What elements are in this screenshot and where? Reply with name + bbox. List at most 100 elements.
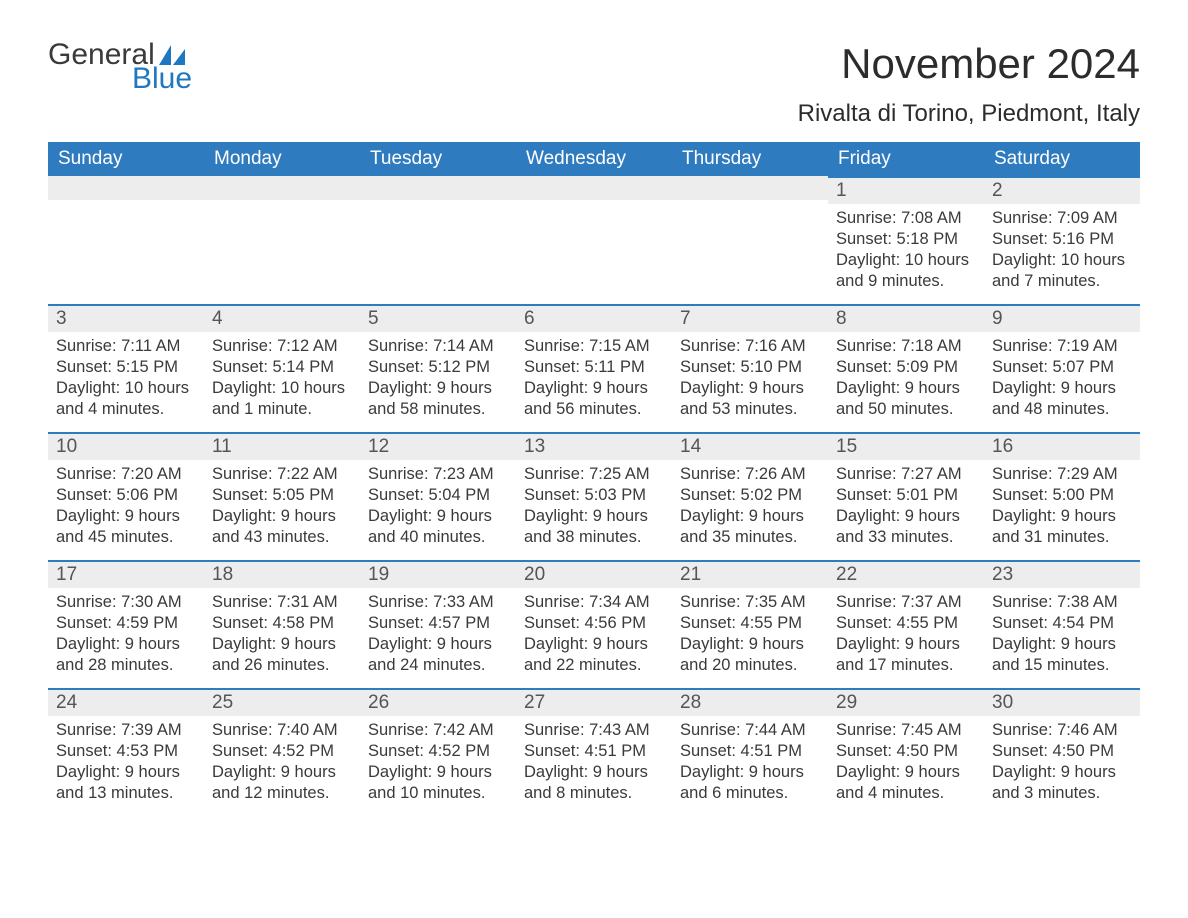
sunset-line: Sunset: 5:11 PM [524,357,664,378]
day-number: 5 [360,306,516,332]
day-number: 27 [516,690,672,716]
daylight-line: Daylight: 9 hours and 45 minutes. [56,506,196,548]
calendar-cell: 26Sunrise: 7:42 AMSunset: 4:52 PMDayligh… [360,688,516,816]
daylight-line: Daylight: 10 hours and 9 minutes. [836,250,976,292]
weekday-header: Tuesday [360,142,516,176]
weekday-header-row: SundayMondayTuesdayWednesdayThursdayFrid… [48,142,1140,176]
sunrise-line: Sunrise: 7:30 AM [56,592,196,613]
daylight-line: Daylight: 9 hours and 13 minutes. [56,762,196,804]
day-details: Sunrise: 7:39 AMSunset: 4:53 PMDaylight:… [48,716,204,814]
day-details: Sunrise: 7:14 AMSunset: 5:12 PMDaylight:… [360,332,516,430]
day-number: 26 [360,690,516,716]
calendar-cell: 18Sunrise: 7:31 AMSunset: 4:58 PMDayligh… [204,560,360,688]
day-details: Sunrise: 7:29 AMSunset: 5:00 PMDaylight:… [984,460,1140,558]
sunset-line: Sunset: 5:10 PM [680,357,820,378]
daylight-line: Daylight: 9 hours and 3 minutes. [992,762,1132,804]
day-details: Sunrise: 7:31 AMSunset: 4:58 PMDaylight:… [204,588,360,686]
calendar-cell [360,176,516,304]
sunset-line: Sunset: 4:55 PM [680,613,820,634]
day-number: 21 [672,562,828,588]
sunrise-line: Sunrise: 7:44 AM [680,720,820,741]
day-number: 25 [204,690,360,716]
daylight-line: Daylight: 9 hours and 22 minutes. [524,634,664,676]
calendar-cell: 19Sunrise: 7:33 AMSunset: 4:57 PMDayligh… [360,560,516,688]
calendar-cell: 5Sunrise: 7:14 AMSunset: 5:12 PMDaylight… [360,304,516,432]
sunset-line: Sunset: 5:00 PM [992,485,1132,506]
weekday-header: Friday [828,142,984,176]
daylight-line: Daylight: 10 hours and 1 minute. [212,378,352,420]
weekday-header: Saturday [984,142,1140,176]
day-number: 12 [360,434,516,460]
daylight-line: Daylight: 10 hours and 7 minutes. [992,250,1132,292]
weekday-header: Monday [204,142,360,176]
sunset-line: Sunset: 4:53 PM [56,741,196,762]
sunset-line: Sunset: 4:52 PM [212,741,352,762]
day-details: Sunrise: 7:40 AMSunset: 4:52 PMDaylight:… [204,716,360,814]
day-number: 23 [984,562,1140,588]
calendar-week: 3Sunrise: 7:11 AMSunset: 5:15 PMDaylight… [48,304,1140,432]
daylight-line: Daylight: 9 hours and 20 minutes. [680,634,820,676]
day-details: Sunrise: 7:38 AMSunset: 4:54 PMDaylight:… [984,588,1140,686]
sunset-line: Sunset: 5:09 PM [836,357,976,378]
day-details: Sunrise: 7:11 AMSunset: 5:15 PMDaylight:… [48,332,204,430]
sunset-line: Sunset: 5:16 PM [992,229,1132,250]
daylight-line: Daylight: 10 hours and 4 minutes. [56,378,196,420]
calendar-cell: 25Sunrise: 7:40 AMSunset: 4:52 PMDayligh… [204,688,360,816]
day-details: Sunrise: 7:44 AMSunset: 4:51 PMDaylight:… [672,716,828,814]
day-details: Sunrise: 7:08 AMSunset: 5:18 PMDaylight:… [828,204,984,302]
sunset-line: Sunset: 4:51 PM [524,741,664,762]
calendar-cell: 24Sunrise: 7:39 AMSunset: 4:53 PMDayligh… [48,688,204,816]
day-details: Sunrise: 7:25 AMSunset: 5:03 PMDaylight:… [516,460,672,558]
daylight-line: Daylight: 9 hours and 26 minutes. [212,634,352,676]
calendar-cell [48,176,204,304]
sunset-line: Sunset: 5:03 PM [524,485,664,506]
sunrise-line: Sunrise: 7:20 AM [56,464,196,485]
calendar-week: 24Sunrise: 7:39 AMSunset: 4:53 PMDayligh… [48,688,1140,816]
sunrise-line: Sunrise: 7:46 AM [992,720,1132,741]
daylight-line: Daylight: 9 hours and 10 minutes. [368,762,508,804]
day-details: Sunrise: 7:26 AMSunset: 5:02 PMDaylight:… [672,460,828,558]
weekday-header: Sunday [48,142,204,176]
daylight-line: Daylight: 9 hours and 28 minutes. [56,634,196,676]
daylight-line: Daylight: 9 hours and 53 minutes. [680,378,820,420]
sunrise-line: Sunrise: 7:43 AM [524,720,664,741]
sunset-line: Sunset: 5:04 PM [368,485,508,506]
daylight-line: Daylight: 9 hours and 24 minutes. [368,634,508,676]
sunrise-line: Sunrise: 7:29 AM [992,464,1132,485]
day-number: 8 [828,306,984,332]
day-number: 24 [48,690,204,716]
calendar-cell: 16Sunrise: 7:29 AMSunset: 5:00 PMDayligh… [984,432,1140,560]
day-number: 17 [48,562,204,588]
sunset-line: Sunset: 4:51 PM [680,741,820,762]
daylight-line: Daylight: 9 hours and 17 minutes. [836,634,976,676]
sunrise-line: Sunrise: 7:18 AM [836,336,976,357]
day-details: Sunrise: 7:34 AMSunset: 4:56 PMDaylight:… [516,588,672,686]
day-number: 15 [828,434,984,460]
day-number: 7 [672,306,828,332]
day-number: 13 [516,434,672,460]
day-number: 1 [828,178,984,204]
day-details: Sunrise: 7:09 AMSunset: 5:16 PMDaylight:… [984,204,1140,302]
day-details: Sunrise: 7:27 AMSunset: 5:01 PMDaylight:… [828,460,984,558]
sunset-line: Sunset: 5:15 PM [56,357,196,378]
sunset-line: Sunset: 4:50 PM [836,741,976,762]
calendar-cell: 13Sunrise: 7:25 AMSunset: 5:03 PMDayligh… [516,432,672,560]
day-details: Sunrise: 7:30 AMSunset: 4:59 PMDaylight:… [48,588,204,686]
day-details: Sunrise: 7:42 AMSunset: 4:52 PMDaylight:… [360,716,516,814]
day-details: Sunrise: 7:33 AMSunset: 4:57 PMDaylight:… [360,588,516,686]
sunrise-line: Sunrise: 7:11 AM [56,336,196,357]
calendar-cell: 28Sunrise: 7:44 AMSunset: 4:51 PMDayligh… [672,688,828,816]
sunset-line: Sunset: 4:59 PM [56,613,196,634]
sunrise-line: Sunrise: 7:31 AM [212,592,352,613]
daylight-line: Daylight: 9 hours and 4 minutes. [836,762,976,804]
day-details: Sunrise: 7:45 AMSunset: 4:50 PMDaylight:… [828,716,984,814]
daylight-line: Daylight: 9 hours and 15 minutes. [992,634,1132,676]
sunset-line: Sunset: 4:57 PM [368,613,508,634]
day-details: Sunrise: 7:20 AMSunset: 5:06 PMDaylight:… [48,460,204,558]
daylight-line: Daylight: 9 hours and 50 minutes. [836,378,976,420]
daylight-line: Daylight: 9 hours and 31 minutes. [992,506,1132,548]
day-details: Sunrise: 7:12 AMSunset: 5:14 PMDaylight:… [204,332,360,430]
day-details: Sunrise: 7:23 AMSunset: 5:04 PMDaylight:… [360,460,516,558]
sunrise-line: Sunrise: 7:37 AM [836,592,976,613]
day-number: 30 [984,690,1140,716]
